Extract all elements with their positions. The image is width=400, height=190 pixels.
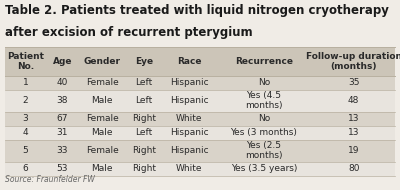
Text: White: White bbox=[176, 164, 202, 173]
Text: Eye: Eye bbox=[135, 57, 153, 66]
Text: Source: Fraunfelder FW: Source: Fraunfelder FW bbox=[5, 175, 95, 184]
Text: Yes (2.5
months): Yes (2.5 months) bbox=[245, 141, 282, 160]
Text: Left: Left bbox=[136, 128, 153, 137]
Text: Hispanic: Hispanic bbox=[170, 128, 208, 137]
Text: 13: 13 bbox=[348, 128, 359, 137]
Text: Race: Race bbox=[177, 57, 201, 66]
Text: Female: Female bbox=[86, 114, 118, 124]
Text: Follow-up duration
(months): Follow-up duration (months) bbox=[306, 52, 400, 71]
Text: Patient
No.: Patient No. bbox=[7, 52, 44, 71]
Text: Recurrence: Recurrence bbox=[235, 57, 293, 66]
Text: 13: 13 bbox=[348, 114, 359, 124]
Text: Male: Male bbox=[91, 97, 113, 105]
Text: No: No bbox=[258, 78, 270, 87]
Text: Right: Right bbox=[132, 114, 156, 124]
Text: 4: 4 bbox=[23, 128, 28, 137]
Text: 80: 80 bbox=[348, 164, 359, 173]
Text: Age: Age bbox=[52, 57, 72, 66]
Bar bbox=[5, 47, 395, 76]
Text: 3: 3 bbox=[22, 114, 28, 124]
Text: 33: 33 bbox=[56, 146, 68, 155]
Text: after excision of recurrent pterygium: after excision of recurrent pterygium bbox=[5, 26, 252, 39]
Text: Yes (3 months): Yes (3 months) bbox=[230, 128, 297, 137]
Bar bbox=[5, 76, 395, 90]
Text: Table 2. Patients treated with liquid nitrogen cryotherapy: Table 2. Patients treated with liquid ni… bbox=[5, 4, 389, 17]
Bar bbox=[5, 162, 395, 176]
Text: Right: Right bbox=[132, 164, 156, 173]
Text: Female: Female bbox=[86, 78, 118, 87]
Text: Male: Male bbox=[91, 128, 113, 137]
Text: White: White bbox=[176, 114, 202, 124]
Text: Hispanic: Hispanic bbox=[170, 78, 208, 87]
Text: 2: 2 bbox=[23, 97, 28, 105]
Text: No: No bbox=[258, 114, 270, 124]
Text: Left: Left bbox=[136, 97, 153, 105]
Bar bbox=[5, 126, 395, 140]
Text: 67: 67 bbox=[56, 114, 68, 124]
Text: 31: 31 bbox=[56, 128, 68, 137]
Text: Left: Left bbox=[136, 78, 153, 87]
Text: 35: 35 bbox=[348, 78, 359, 87]
Text: Gender: Gender bbox=[84, 57, 120, 66]
Text: 6: 6 bbox=[22, 164, 28, 173]
Text: 19: 19 bbox=[348, 146, 359, 155]
Text: Yes (4.5
months): Yes (4.5 months) bbox=[245, 91, 282, 110]
Text: 5: 5 bbox=[22, 146, 28, 155]
Text: Male: Male bbox=[91, 164, 113, 173]
Text: Right: Right bbox=[132, 146, 156, 155]
Text: 40: 40 bbox=[57, 78, 68, 87]
Text: 1: 1 bbox=[22, 78, 28, 87]
Bar bbox=[5, 90, 395, 112]
Text: Hispanic: Hispanic bbox=[170, 146, 208, 155]
Text: 38: 38 bbox=[56, 97, 68, 105]
Bar bbox=[5, 140, 395, 162]
Text: Yes (3.5 years): Yes (3.5 years) bbox=[231, 164, 297, 173]
Text: Female: Female bbox=[86, 146, 118, 155]
Text: 53: 53 bbox=[56, 164, 68, 173]
Bar bbox=[5, 112, 395, 126]
Text: 48: 48 bbox=[348, 97, 359, 105]
Text: Hispanic: Hispanic bbox=[170, 97, 208, 105]
